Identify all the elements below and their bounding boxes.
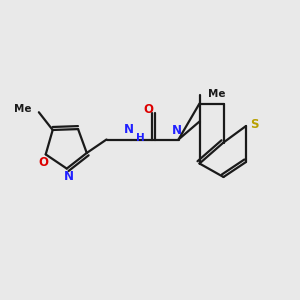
Text: S: S [250, 118, 259, 131]
Text: Me: Me [208, 89, 225, 99]
Text: N: N [172, 124, 182, 137]
Text: O: O [38, 156, 48, 169]
Text: N: N [64, 170, 74, 184]
Text: N: N [124, 123, 134, 136]
Text: O: O [143, 103, 153, 116]
Text: Me: Me [14, 104, 31, 114]
Text: H: H [136, 133, 145, 143]
